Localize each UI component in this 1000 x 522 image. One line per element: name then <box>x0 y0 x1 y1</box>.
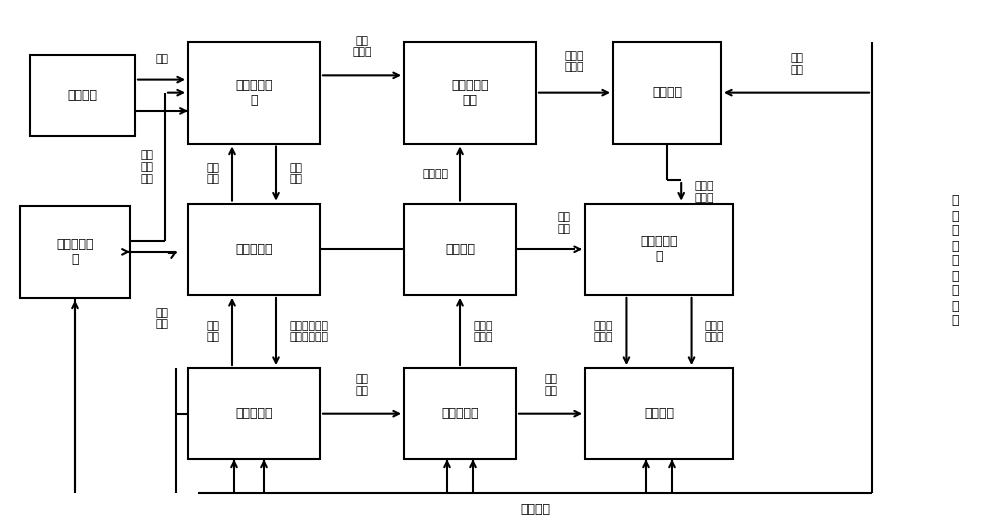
Text: 电源模块: 电源模块 <box>67 89 97 102</box>
FancyBboxPatch shape <box>188 204 320 295</box>
FancyBboxPatch shape <box>585 204 733 295</box>
Text: 交换机模块: 交换机模块 <box>235 407 273 420</box>
FancyBboxPatch shape <box>20 206 130 298</box>
FancyBboxPatch shape <box>188 42 320 144</box>
Text: 校准控制模
块: 校准控制模 块 <box>235 79 273 106</box>
Text: 采集数据: 采集数据 <box>520 504 550 516</box>
Text: 基带接
收信号: 基带接 收信号 <box>705 321 724 342</box>
Text: 配置
信息: 配置 信息 <box>544 374 557 396</box>
FancyBboxPatch shape <box>404 368 516 459</box>
Text: 上位机模块: 上位机模块 <box>235 243 273 256</box>
FancyBboxPatch shape <box>188 368 320 459</box>
Text: 射频参
考信号: 射频参 考信号 <box>473 321 493 342</box>
Text: 同步控制模
块: 同步控制模 块 <box>56 238 94 266</box>
Text: 射频接
收信号: 射频接 收信号 <box>694 181 714 203</box>
Text: 供电
波控码: 供电 波控码 <box>352 36 372 57</box>
Text: 放大信号: 放大信号 <box>422 169 448 179</box>
Text: 配置
信息: 配置 信息 <box>356 374 368 396</box>
Text: 配置
信息: 配置 信息 <box>206 321 219 342</box>
Text: 供电: 供电 <box>155 54 168 64</box>
Text: 待测相控阵
天线: 待测相控阵 天线 <box>451 79 489 106</box>
Text: 信号源模块: 信号源模块 <box>441 407 479 420</box>
Text: 脉冲
同步
信号: 脉冲 同步 信号 <box>140 150 153 184</box>
Text: 矢网模块: 矢网模块 <box>644 407 674 420</box>
Text: 基带参
考信号: 基带参 考信号 <box>594 321 613 342</box>
Text: 状态
信息: 状态 信息 <box>289 163 302 184</box>
Text: 扫描模块: 扫描模块 <box>652 86 682 99</box>
Text: 配置
信息: 配置 信息 <box>557 212 570 234</box>
Text: 配置
信息: 配置 信息 <box>206 163 219 184</box>
Text: 配置
信息: 配置 信息 <box>155 307 168 329</box>
FancyBboxPatch shape <box>404 42 536 144</box>
Text: 配置
信息: 配置 信息 <box>790 53 803 75</box>
FancyBboxPatch shape <box>30 55 135 136</box>
Text: 功放模块: 功放模块 <box>445 243 475 256</box>
FancyBboxPatch shape <box>404 204 516 295</box>
Text: 探头的位置信
息和采集数据: 探头的位置信 息和采集数据 <box>289 321 328 342</box>
Text: 射频发
射信号: 射频发 射信号 <box>565 51 584 72</box>
Text: 扫
描
探
头
的
位
置
信
息: 扫 描 探 头 的 位 置 信 息 <box>951 195 959 327</box>
FancyBboxPatch shape <box>585 368 733 459</box>
Text: 信号调理模
块: 信号调理模 块 <box>640 235 678 263</box>
FancyBboxPatch shape <box>613 42 721 144</box>
